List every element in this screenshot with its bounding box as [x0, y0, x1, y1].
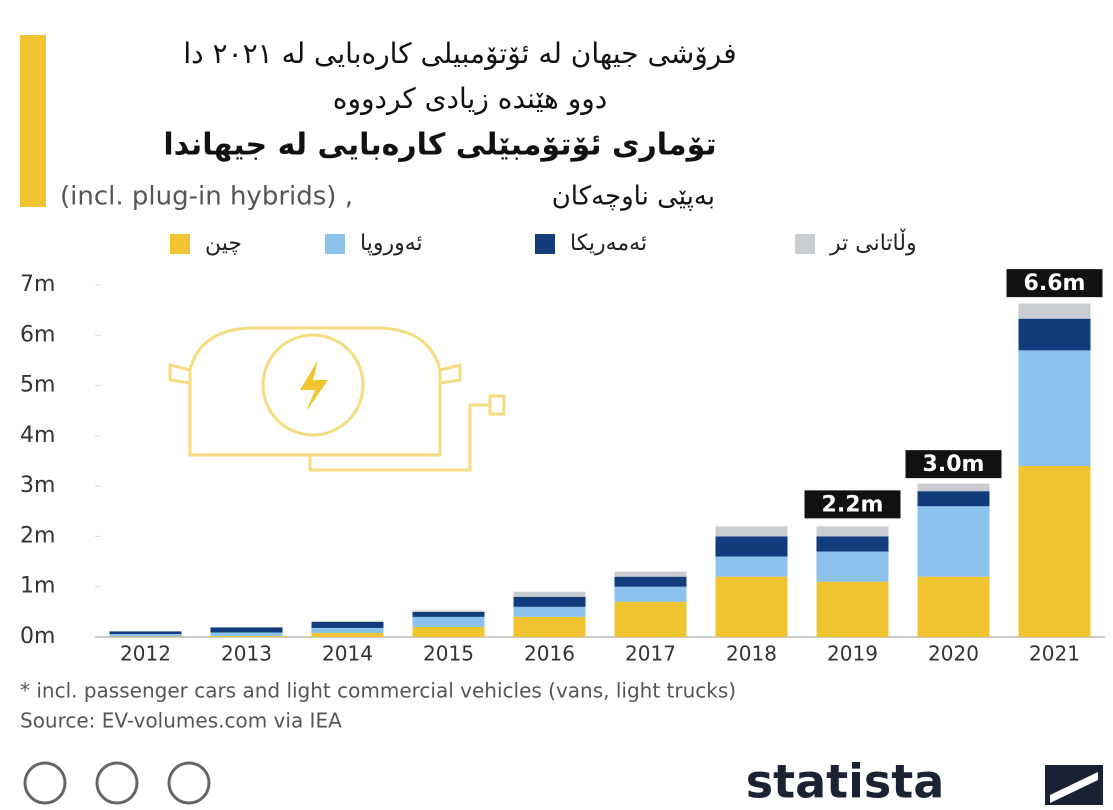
accent-bar: [20, 35, 46, 207]
chart-subtitle: تۆماری ئۆتۆمبێلی کارەبایی لە جیهاندا: [163, 128, 716, 163]
bar-segment: [816, 536, 889, 552]
chart-subtitle-line2: بەپێی ناوچەکان: [552, 182, 715, 212]
bar-segment: [210, 635, 283, 637]
x-tick-label: 2014: [322, 642, 373, 666]
legend-swatch: [535, 234, 555, 254]
bar-segment: [816, 581, 889, 637]
x-tick-label: 2012: [120, 642, 171, 666]
bar-segment: [412, 626, 485, 637]
bar-segment: [412, 611, 485, 617]
x-tick-label: 2018: [726, 642, 777, 666]
y-tick-label: 1m: [20, 574, 55, 599]
bar-segment: [614, 576, 687, 587]
bar-segment: [210, 632, 283, 636]
car-icon: [168, 326, 506, 472]
bar-segment: [917, 491, 990, 507]
bar-segment: [917, 506, 990, 577]
bar-segment: [917, 576, 990, 637]
total-label-box: [905, 450, 1002, 479]
total-label-box: [804, 490, 901, 519]
brand-logo-stripe: [1050, 772, 1098, 803]
x-tick-label: 2013: [221, 642, 272, 666]
x-tick-label: 2016: [524, 642, 575, 666]
total-label-box: [1006, 269, 1103, 298]
legend-label: چین: [205, 231, 242, 256]
y-tick-label: 4m: [20, 423, 55, 448]
bar-segment: [210, 626, 283, 628]
bar-segment: [1018, 466, 1091, 637]
x-tick-label: 2021: [1029, 642, 1080, 666]
bar-segment: [1018, 303, 1091, 319]
total-label: 2.2m: [822, 492, 884, 517]
legend-label: ئەوروپا: [360, 231, 423, 256]
bar-segment: [210, 627, 283, 633]
bar-segment: [412, 610, 485, 612]
y-tick-label: 2m: [20, 523, 55, 548]
y-tick-label: 7m: [20, 272, 55, 297]
bar-segment: [513, 591, 586, 597]
chart-subtitle-en: (incl. plug-in hybrids) ,: [60, 182, 353, 212]
bar-segment: [311, 632, 384, 637]
y-tick-label: 0m: [20, 624, 55, 649]
bar-segment: [109, 630, 182, 632]
footnote: * incl. passenger cars and light commerc…: [20, 679, 736, 703]
chart-title-line2: دوو هێندە زیادی کردووە: [333, 82, 607, 115]
bar-segment: [816, 551, 889, 582]
bar-segment: [715, 526, 788, 537]
bar-segment: [311, 627, 384, 633]
legend-label: ئەمەریکا: [570, 231, 647, 256]
y-tick-label: 3m: [20, 473, 55, 498]
bar-segment: [816, 526, 889, 537]
y-tick-label: 5m: [20, 373, 55, 398]
legend-swatch: [795, 234, 815, 254]
bar-segment: [614, 601, 687, 637]
bar-segment: [513, 616, 586, 637]
bar-segment: [412, 616, 485, 627]
bar-segment: [513, 596, 586, 607]
legend-swatch: [325, 234, 345, 254]
bar-segment: [311, 620, 384, 622]
bar-segment: [109, 633, 182, 637]
bar-segment: [513, 606, 586, 617]
bar-segment: [311, 621, 384, 628]
source: Source: EV-volumes.com via IEA: [20, 709, 342, 733]
bar-segment: [614, 586, 687, 602]
bar-segment: [715, 536, 788, 557]
bar-segment: [715, 556, 788, 577]
chart-title: فرۆشی جیهان لە ئۆتۆمبیلی کارەبایی لە ٢٠٢…: [183, 37, 736, 70]
bar-segment: [1018, 350, 1091, 467]
x-tick-label: 2017: [625, 642, 676, 666]
total-label: 6.6m: [1024, 271, 1086, 296]
y-tick-label: 6m: [20, 322, 55, 347]
license-icons: [23, 761, 211, 805]
bar-segment: [109, 636, 182, 637]
total-label: 3.0m: [923, 452, 985, 477]
x-tick-label: 2019: [827, 642, 878, 666]
bar-segment: [1018, 318, 1091, 351]
legend-swatch: [170, 234, 190, 254]
brand: statista: [746, 755, 945, 809]
x-tick-label: 2020: [928, 642, 979, 666]
bar-segment: [614, 571, 687, 577]
x-tick-label: 2015: [423, 642, 474, 666]
bar-segment: [109, 631, 182, 634]
legend-label: وڵاتانی تر: [829, 228, 917, 256]
bar-segment: [715, 576, 788, 637]
bar-segment: [917, 483, 990, 492]
